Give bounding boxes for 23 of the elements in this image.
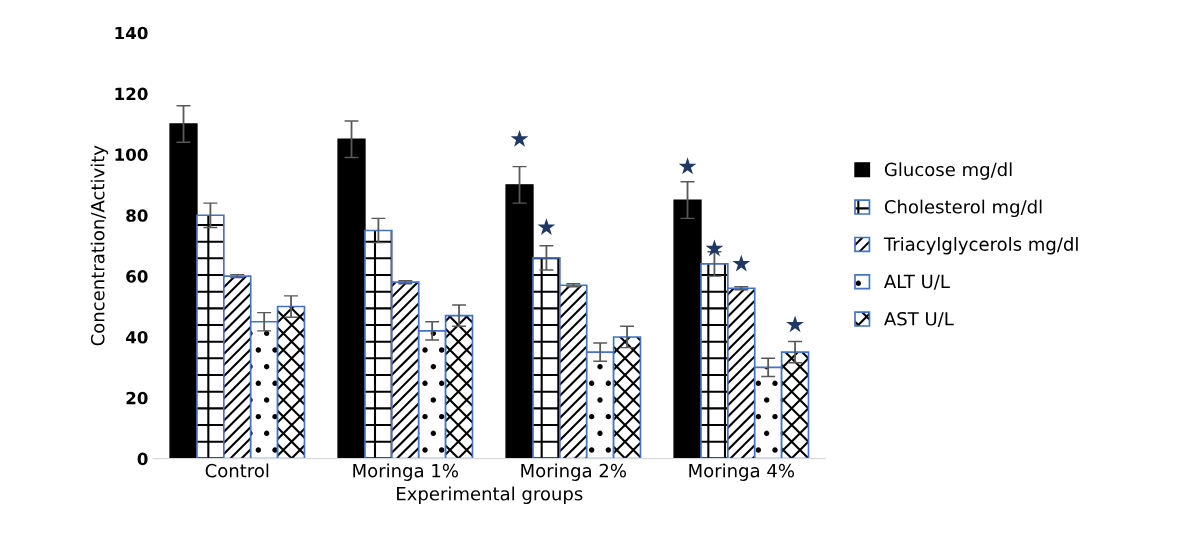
legend-label: Cholesterol mg/dl [884, 199, 1042, 218]
y-tick-label: 60 [126, 270, 148, 283]
legend-label: AST U/L [884, 311, 954, 328]
x-tick-label: Moringa 1% [353, 463, 458, 481]
bar [337, 138, 366, 459]
y-tick-label: 20 [126, 391, 148, 405]
y-tick-label: 40 [125, 330, 148, 344]
y-axis-title: Concentration/Activity [90, 145, 109, 346]
bar [169, 123, 198, 459]
y-tick-label: 140 [115, 26, 148, 40]
bar [673, 199, 702, 459]
legend-label: Glucose mg/dl [884, 162, 1012, 180]
legend-label: ALT U/L [884, 274, 950, 290]
y-tick-label: 120 [115, 87, 148, 101]
legend-label: Triacylglycerols mg/dl [883, 236, 1078, 255]
y-tick-label: 100 [115, 148, 148, 162]
bar [505, 184, 534, 459]
x-tick-label: Moringa 4% [689, 463, 795, 481]
x-tick-label: Control [205, 463, 269, 478]
x-axis-title: Experimental groups [397, 486, 583, 505]
x-tick-label: Moringa 2% [521, 463, 626, 481]
y-tick-label: 80 [126, 209, 148, 222]
y-tick-label: 0 [137, 452, 148, 466]
